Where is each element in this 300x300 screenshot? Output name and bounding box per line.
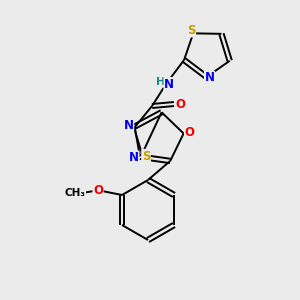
Text: O: O [184, 126, 195, 139]
Text: O: O [175, 98, 185, 110]
Text: N: N [205, 71, 214, 85]
Text: CH₃: CH₃ [64, 188, 86, 198]
Text: N: N [129, 151, 139, 164]
Text: N: N [164, 77, 174, 91]
Text: O: O [93, 184, 103, 196]
Text: S: S [142, 149, 150, 163]
Text: N: N [124, 119, 134, 132]
Text: H: H [156, 77, 166, 87]
Text: S: S [187, 24, 196, 37]
